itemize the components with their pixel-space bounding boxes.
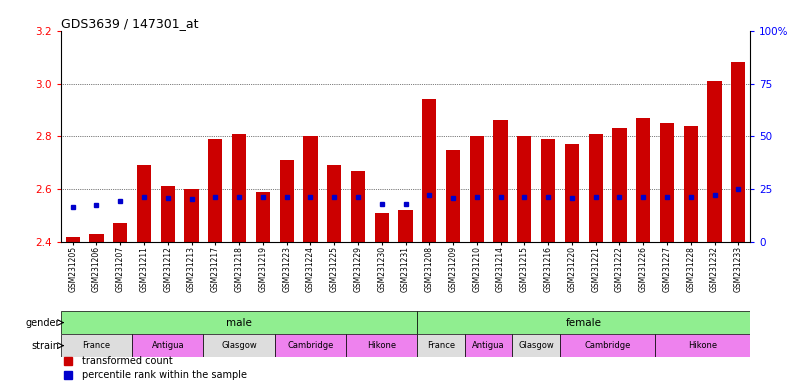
Text: strain: strain: [32, 341, 60, 351]
Bar: [327, 166, 341, 242]
Bar: [612, 128, 627, 242]
Bar: [113, 223, 127, 242]
Bar: [517, 136, 531, 242]
Bar: [89, 234, 104, 242]
Bar: [470, 136, 484, 242]
Bar: [132, 334, 204, 357]
Bar: [513, 334, 560, 357]
Text: France: France: [83, 341, 110, 350]
Bar: [375, 213, 388, 242]
Text: Cambridge: Cambridge: [287, 341, 333, 350]
Text: Hikone: Hikone: [688, 341, 717, 350]
Bar: [560, 334, 655, 357]
Bar: [541, 139, 556, 242]
Bar: [636, 118, 650, 242]
Bar: [61, 334, 132, 357]
Bar: [208, 139, 222, 242]
Bar: [564, 144, 579, 242]
Bar: [707, 81, 722, 242]
Text: percentile rank within the sample: percentile rank within the sample: [81, 370, 247, 380]
Bar: [351, 170, 365, 242]
Bar: [137, 166, 151, 242]
Bar: [255, 192, 270, 242]
Bar: [184, 189, 199, 242]
Text: Antigua: Antigua: [472, 341, 505, 350]
Text: GDS3639 / 147301_at: GDS3639 / 147301_at: [61, 17, 199, 30]
Text: Glasgow: Glasgow: [221, 341, 257, 350]
Bar: [423, 99, 436, 242]
Bar: [684, 126, 698, 242]
Bar: [303, 136, 318, 242]
Text: gender: gender: [25, 318, 60, 328]
Text: male: male: [226, 318, 252, 328]
Text: France: France: [427, 341, 455, 350]
Bar: [418, 311, 750, 334]
Bar: [732, 63, 745, 242]
Bar: [280, 160, 294, 242]
Bar: [493, 121, 508, 242]
Bar: [418, 334, 465, 357]
Bar: [204, 334, 275, 357]
Bar: [61, 311, 418, 334]
Bar: [346, 334, 418, 357]
Bar: [161, 187, 175, 242]
Bar: [66, 237, 79, 242]
Text: Hikone: Hikone: [367, 341, 397, 350]
Text: Glasgow: Glasgow: [518, 341, 554, 350]
Bar: [465, 334, 513, 357]
Text: transformed count: transformed count: [81, 356, 172, 366]
Text: Cambridge: Cambridge: [585, 341, 631, 350]
Bar: [398, 210, 413, 242]
Bar: [275, 334, 346, 357]
Bar: [655, 334, 750, 357]
Text: Antigua: Antigua: [152, 341, 184, 350]
Bar: [232, 134, 247, 242]
Bar: [589, 134, 603, 242]
Bar: [660, 123, 674, 242]
Bar: [446, 149, 460, 242]
Text: female: female: [566, 318, 602, 328]
